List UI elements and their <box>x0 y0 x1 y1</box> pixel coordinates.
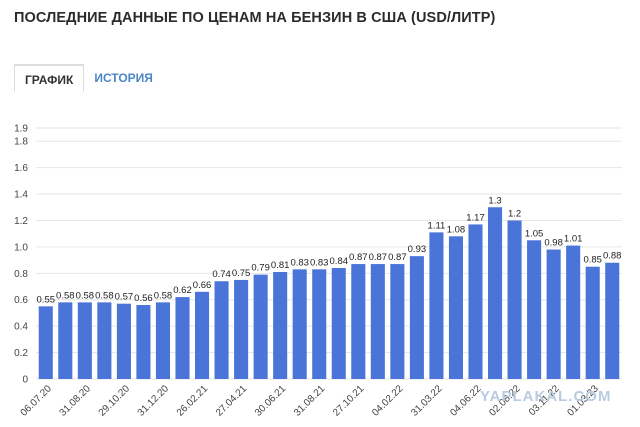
bar[interactable] <box>175 297 190 379</box>
bar[interactable] <box>116 303 131 379</box>
data-label: 1.2 <box>508 208 521 219</box>
x-tick-label: 29.10.20 <box>97 383 133 419</box>
bar[interactable] <box>312 269 327 379</box>
bar[interactable] <box>58 302 73 379</box>
x-tick-label: 31.12.20 <box>136 383 172 419</box>
bar[interactable] <box>38 306 53 379</box>
data-label: 0.75 <box>232 268 251 279</box>
bar[interactable] <box>155 302 170 379</box>
x-tick-label: 26.02.21 <box>175 383 211 419</box>
bar[interactable] <box>370 264 385 379</box>
data-label: 0.58 <box>154 290 173 301</box>
x-tick-label: 31.08.21 <box>292 383 328 419</box>
bar[interactable] <box>585 266 600 379</box>
data-label: 0.66 <box>193 280 212 291</box>
bar[interactable] <box>507 220 522 379</box>
data-label: 0.87 <box>369 252 388 263</box>
data-label: 0.83 <box>290 257 309 268</box>
x-tick-label: 04.06.22 <box>448 383 484 419</box>
y-tick-label: 0.6 <box>14 295 28 306</box>
tab-history[interactable]: ИСТОРИЯ <box>94 71 153 85</box>
data-label: 0.79 <box>251 263 270 274</box>
x-tick-label: 31.03.22 <box>409 383 445 419</box>
y-tick-label: 1.0 <box>14 242 28 253</box>
bar[interactable] <box>331 268 346 379</box>
data-label: 0.87 <box>349 252 368 263</box>
bar[interactable] <box>97 302 112 379</box>
y-tick-label: 0 <box>22 375 28 386</box>
data-label: 0.85 <box>583 255 602 266</box>
data-label: 0.57 <box>115 292 134 303</box>
y-tick-label: 1.4 <box>14 190 28 201</box>
bar[interactable] <box>136 305 151 379</box>
x-tick-label: 27.10.21 <box>331 383 367 419</box>
bar[interactable] <box>253 274 268 379</box>
bar[interactable] <box>195 291 210 379</box>
y-tick-label: 0.2 <box>14 348 28 359</box>
chart-title: ПОСЛЕДНИЕ ДАННЫЕ ПО ЦЕНАМ НА БЕНЗИН В СШ… <box>14 10 496 26</box>
watermark: YAPLAKAL.COM <box>480 388 612 405</box>
data-label: 0.84 <box>330 256 349 267</box>
data-label: 1.17 <box>466 212 485 223</box>
data-label: 1.3 <box>488 195 501 206</box>
x-tick-label: 27.04.21 <box>214 383 250 419</box>
data-label: 0.81 <box>271 260 290 271</box>
bar[interactable] <box>488 207 503 379</box>
bar[interactable] <box>527 240 542 379</box>
y-tick-label: 1.6 <box>14 163 28 174</box>
data-label: 0.58 <box>76 290 95 301</box>
bar[interactable] <box>351 264 366 379</box>
data-label: 0.56 <box>134 293 153 304</box>
data-label: 1.11 <box>428 220 446 231</box>
data-label: 1.05 <box>525 228 544 239</box>
data-label: 0.58 <box>56 290 75 301</box>
data-label: 0.83 <box>310 257 329 268</box>
bar[interactable] <box>546 249 561 379</box>
bar[interactable] <box>77 302 92 379</box>
x-tick-label: 31.08.20 <box>58 383 94 419</box>
x-tick-label: 04.02.22 <box>370 383 406 419</box>
chart-tabs: ГРАФИК ИСТОРИЯ <box>14 64 163 92</box>
data-label: 1.01 <box>564 234 583 245</box>
y-tick-label: 1.9 <box>14 124 28 135</box>
x-tick-label: 30.06.21 <box>253 383 289 419</box>
bar[interactable] <box>566 245 581 379</box>
y-tick-label: 1.8 <box>14 137 28 148</box>
y-tick-label: 0.8 <box>14 269 28 280</box>
bar[interactable] <box>429 232 444 379</box>
bar[interactable] <box>273 271 288 379</box>
bar[interactable] <box>234 279 249 379</box>
y-tick-label: 1.2 <box>14 216 28 227</box>
bar[interactable] <box>448 236 463 379</box>
data-label: 0.62 <box>173 285 192 296</box>
y-tick-label: 0.4 <box>14 322 28 333</box>
data-label: 0.58 <box>95 290 114 301</box>
price-bar-chart: 00.20.40.60.81.01.21.41.61.81.90.55 0.58 0… <box>14 124 622 419</box>
bar[interactable] <box>468 224 483 379</box>
data-label: 0.55 <box>37 294 56 305</box>
bar[interactable] <box>390 264 405 379</box>
tab-chart[interactable]: ГРАФИК <box>14 64 85 92</box>
data-label: 0.88 <box>603 251 622 262</box>
bar[interactable] <box>409 256 424 379</box>
data-label: 0.93 <box>408 244 427 255</box>
data-label: 0.98 <box>544 238 563 249</box>
data-label: 0.87 <box>388 252 407 263</box>
bar[interactable] <box>214 281 229 379</box>
data-label: 1.08 <box>447 224 466 235</box>
data-label: 0.74 <box>212 269 231 280</box>
x-tick-label: 06.07.20 <box>19 383 55 419</box>
bar[interactable] <box>292 269 307 379</box>
bar[interactable] <box>605 262 620 379</box>
